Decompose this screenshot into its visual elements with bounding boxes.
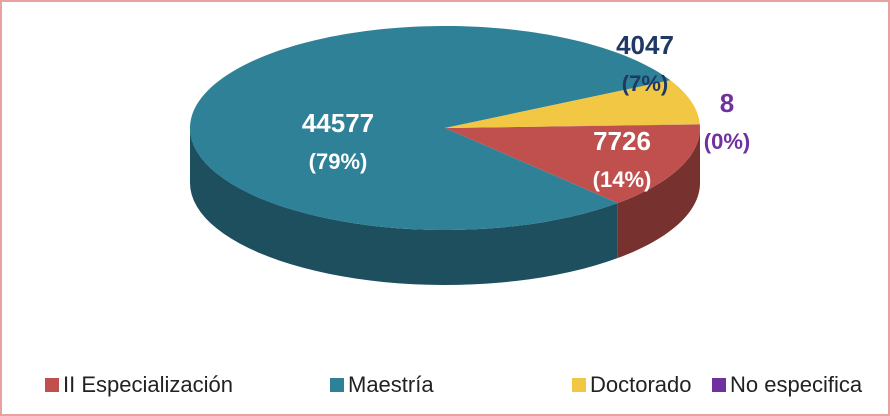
legend-swatch [712,378,726,392]
legend-swatch [572,378,586,392]
slice [445,124,700,128]
data-label: 44577 [302,108,374,138]
percent-label: (0%) [704,129,750,154]
slice-side [190,128,618,285]
slice [445,124,700,204]
slice [445,80,700,128]
legend-label: II Especialización [63,372,233,397]
data-label: 4047 [616,30,674,60]
slice-side [617,128,700,259]
legend-label: No especifica [730,372,863,397]
percent-label: (7%) [622,71,668,96]
legend-swatch [330,378,344,392]
percent-label: (79%) [309,149,368,174]
legend-label: Doctorado [590,372,692,397]
data-label: 7726 [593,126,651,156]
legend-swatch [45,378,59,392]
legend-label: Maestría [348,372,434,397]
percent-label: (14%) [593,167,652,192]
data-label: 8 [720,88,734,118]
slice [190,26,671,230]
